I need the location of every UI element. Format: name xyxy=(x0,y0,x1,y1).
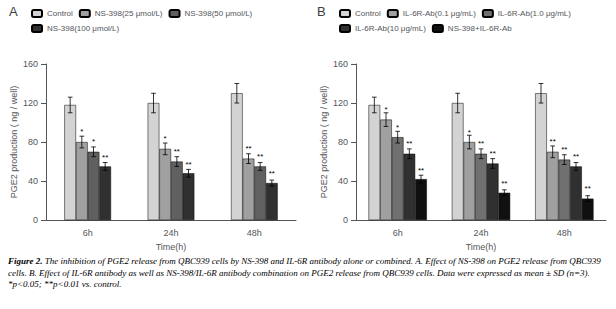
svg-text:PGE2 production ( ng / well): PGE2 production ( ng / well) xyxy=(319,86,329,199)
svg-text:**: ** xyxy=(585,184,591,193)
svg-text:NS-398+IL-6R-Ab: NS-398+IL-6R-Ab xyxy=(448,24,512,33)
svg-text:**: ** xyxy=(573,152,579,161)
svg-text:**: ** xyxy=(245,144,251,153)
svg-text:NS-398(25 μmol/L): NS-398(25 μmol/L) xyxy=(95,9,163,18)
svg-text:*: * xyxy=(468,128,471,137)
svg-text:IL-6R-Ab(10 μg/mL): IL-6R-Ab(10 μg/mL) xyxy=(355,24,426,33)
svg-text:120: 120 xyxy=(23,98,38,108)
svg-text:*: * xyxy=(80,127,83,136)
svg-text:PGE2 production ( ng / well): PGE2 production ( ng / well) xyxy=(9,86,19,199)
svg-text:6h: 6h xyxy=(393,228,403,238)
svg-text:**: ** xyxy=(490,149,496,158)
svg-text:48h: 48h xyxy=(557,228,572,238)
svg-text:*: * xyxy=(164,134,167,143)
svg-text:80: 80 xyxy=(338,137,348,147)
svg-text:**: ** xyxy=(185,160,191,169)
svg-text:IL-6R-Ab(1.0 μg/mL): IL-6R-Ab(1.0 μg/mL) xyxy=(498,9,571,18)
svg-text:**: ** xyxy=(406,139,412,148)
svg-text:40: 40 xyxy=(338,176,348,186)
svg-text:*: * xyxy=(92,137,95,146)
svg-text:**: ** xyxy=(550,137,556,146)
svg-text:40: 40 xyxy=(28,176,38,186)
svg-text:**: ** xyxy=(269,169,275,178)
svg-text:120: 120 xyxy=(333,98,348,108)
svg-text:48h: 48h xyxy=(247,228,262,238)
svg-text:**: ** xyxy=(174,147,180,156)
html-text:Figure 2. The inhibition of PG: Figure 2. The inhibition of PGE2 release… xyxy=(8,256,601,290)
svg-text:Time(h): Time(h) xyxy=(156,242,187,252)
svg-text:*: * xyxy=(396,123,399,132)
svg-text:NS-398(50 μmol/L): NS-398(50 μmol/L) xyxy=(185,9,253,18)
svg-text:160: 160 xyxy=(333,59,348,69)
svg-text:24h: 24h xyxy=(163,228,178,238)
svg-text:**: ** xyxy=(561,145,567,154)
svg-text:A: A xyxy=(9,4,18,19)
svg-text:B: B xyxy=(317,4,326,19)
svg-text:IL-6R-Ab(0.1 μg/mL): IL-6R-Ab(0.1 μg/mL) xyxy=(403,9,476,18)
svg-text:Time(h): Time(h) xyxy=(466,242,497,252)
svg-text:80: 80 xyxy=(28,137,38,147)
svg-text:Control: Control xyxy=(355,9,381,18)
svg-text:6h: 6h xyxy=(83,228,93,238)
svg-text:**: ** xyxy=(257,152,263,161)
svg-text:24h: 24h xyxy=(473,228,488,238)
svg-text:**: ** xyxy=(418,166,424,175)
svg-text:**: ** xyxy=(102,153,108,162)
svg-text:**: ** xyxy=(501,179,507,188)
svg-text:**: ** xyxy=(478,139,484,148)
svg-text:Control: Control xyxy=(47,9,73,18)
svg-text:0: 0 xyxy=(33,215,38,225)
svg-text:*: * xyxy=(384,105,387,114)
svg-text:0: 0 xyxy=(343,215,348,225)
svg-text:160: 160 xyxy=(23,59,38,69)
svg-text:NS-398(100 μmol/L): NS-398(100 μmol/L) xyxy=(47,24,120,33)
